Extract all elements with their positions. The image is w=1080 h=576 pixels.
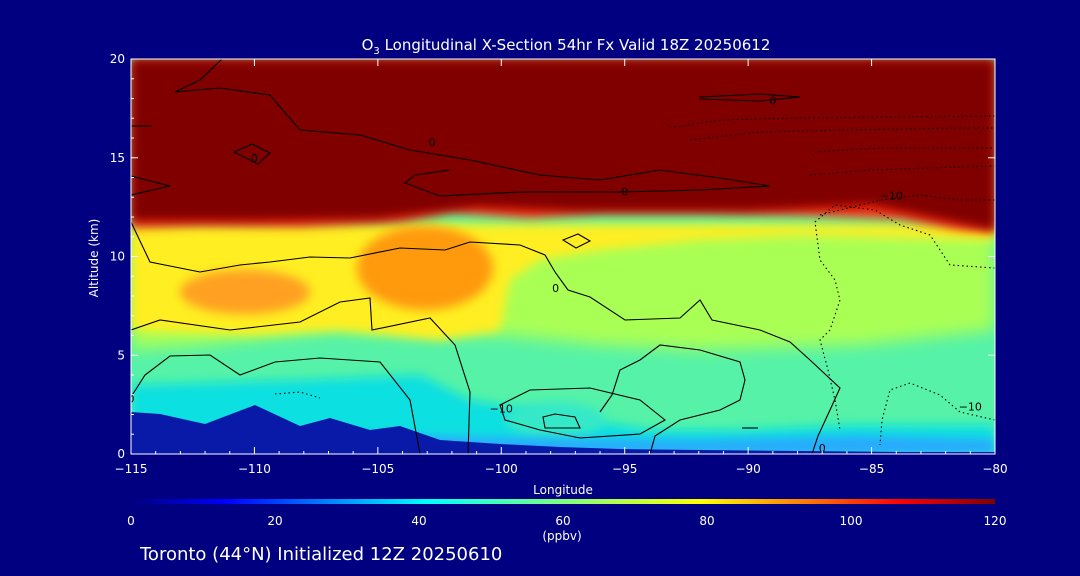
contour-line — [131, 354, 421, 454]
field-teal-pocket — [505, 402, 605, 438]
chart-title: O3 Longitudinal X-Section 54hr Fx Valid … — [362, 36, 771, 57]
chart-title-subscript: 3 — [373, 46, 379, 57]
chart-title-prefix: O — [362, 36, 374, 54]
location-caption: Toronto (44°N) Initialized 12Z 20250610 — [139, 544, 502, 565]
contour-label: −10 — [959, 401, 982, 414]
colorbar-tick-label: 100 — [840, 514, 863, 528]
colorbar-tick-label: 40 — [411, 514, 426, 528]
y-axis: 0 5 10 15 20 — [110, 52, 995, 461]
contour-line — [174, 59, 771, 197]
x-tick-label: −100 — [485, 462, 518, 476]
contour-label: −10 — [880, 189, 903, 202]
field-orange-max-central — [357, 226, 493, 310]
contour-line — [561, 233, 592, 249]
colorbar-tick-label: 80 — [699, 514, 714, 528]
y-tick-label: 20 — [110, 52, 125, 66]
y-tick-label: 10 — [110, 250, 125, 264]
contour-line — [131, 125, 171, 196]
x-tick-label: −85 — [859, 462, 884, 476]
contour-line — [809, 165, 995, 176]
stratosphere — [131, 59, 995, 231]
x-tick-label: −90 — [735, 462, 760, 476]
contour-label: 0 — [769, 94, 776, 107]
ozone-field: 0 0 0 0 −10 0 0 −10 −10 0 — [128, 59, 995, 455]
contour-label: 0 — [621, 185, 628, 198]
colorbar — [131, 499, 995, 504]
contour-line — [699, 93, 801, 102]
y-tick-label: 15 — [110, 151, 125, 165]
contour-line — [819, 194, 995, 216]
contour-line — [499, 387, 666, 439]
x-tick-label: −115 — [115, 462, 148, 476]
contour-labels: 0 0 0 0 −10 0 0 −10 −10 0 — [128, 94, 982, 455]
contour-label: 0 — [429, 136, 436, 149]
y-axis-label: Altitude (km) — [87, 219, 101, 298]
contours-dotted — [274, 115, 995, 446]
colorbar-tick-label: 120 — [984, 514, 1007, 528]
colorbar-tick-label: 0 — [127, 514, 135, 528]
y-tick-label: 0 — [117, 447, 125, 461]
x-tick-label: −80 — [982, 462, 1007, 476]
x-tick-label: −105 — [361, 462, 394, 476]
contour-label: −10 — [490, 403, 513, 416]
colorbar-tick-label: 60 — [555, 514, 570, 528]
contour-line — [542, 413, 581, 429]
contour-line — [669, 115, 995, 129]
contour-line — [232, 143, 271, 165]
contour-line — [814, 147, 995, 153]
x-tick-label: −110 — [238, 462, 271, 476]
x-axis-label: Longitude — [533, 483, 593, 497]
contour-line — [131, 221, 841, 454]
y-tick-label: 5 — [117, 348, 125, 362]
terrain — [131, 405, 995, 454]
contour-line — [131, 297, 471, 454]
x-axis: −115 −110 −105 −100 −95 −90 −85 −80 — [115, 59, 1008, 476]
field-yellow-band — [131, 225, 995, 340]
contour-label: 0 — [819, 442, 826, 455]
colorbar-ticks: 0 20 40 60 80 100 120 — [127, 514, 1006, 528]
contours-solid — [131, 59, 841, 454]
chart-title-rest: Longitudinal X-Section 54hr Fx Valid 18Z… — [380, 36, 771, 54]
x-tick-label: −95 — [612, 462, 637, 476]
contour-label: 0 — [128, 393, 135, 406]
field-orange-max-west — [180, 270, 310, 314]
colorbar-tick-label: 20 — [267, 514, 282, 528]
colorbar-unit: (ppbv) — [542, 529, 581, 543]
contour-line — [599, 344, 746, 454]
contour-label: 0 — [552, 282, 559, 295]
contour-label: 0 — [251, 152, 258, 165]
